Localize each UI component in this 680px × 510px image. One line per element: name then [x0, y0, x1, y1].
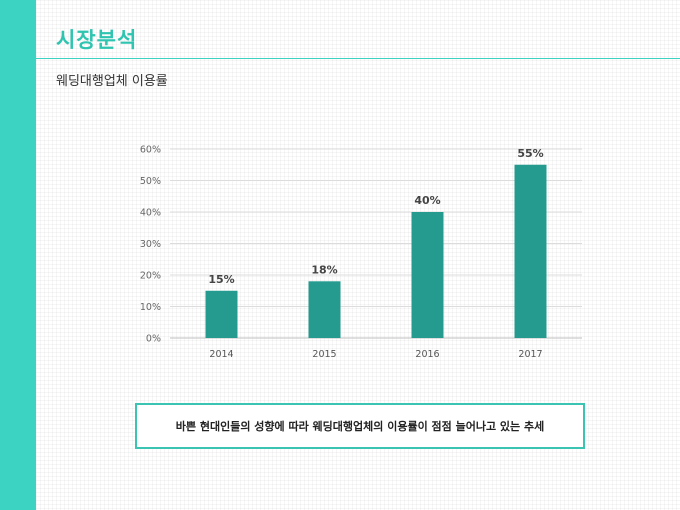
bar-chart: 0% 10% 20% 30% 40% 50% 60% 15% 2014 18% 2015 40% 201…	[140, 145, 582, 360]
y-tick-label: 0%	[146, 334, 161, 345]
x-tick-label: 2016	[415, 349, 439, 360]
y-tick-label: 10%	[140, 302, 161, 313]
x-tick-label: 2015	[312, 349, 336, 360]
y-tick-label: 50%	[140, 176, 161, 187]
title-divider	[36, 58, 680, 59]
bar	[411, 212, 444, 338]
bar	[205, 290, 238, 338]
summary-callout: 바쁜 현대인들의 성향에 따라 웨딩대행업체의 이용률이 점점 늘어나고 있는 …	[135, 403, 585, 449]
data-label: 15%	[208, 273, 234, 286]
bar	[308, 281, 341, 338]
page-title: 시장분석	[56, 28, 138, 52]
data-label: 40%	[414, 194, 440, 207]
y-tick-label: 30%	[140, 239, 161, 250]
sidebar-accent	[0, 0, 36, 510]
chart-subtitle: 웨딩대행업체 이용률	[56, 74, 168, 89]
bar	[514, 164, 547, 338]
summary-text: 바쁜 현대인들의 성향에 따라 웨딩대행업체의 이용률이 점점 늘어나고 있는 …	[175, 420, 545, 433]
x-tick-label: 2017	[518, 349, 542, 360]
y-tick-label: 40%	[140, 208, 161, 219]
y-tick-label: 20%	[140, 271, 161, 282]
data-label: 18%	[311, 263, 337, 276]
data-label: 55%	[517, 147, 543, 160]
x-tick-label: 2014	[209, 349, 233, 360]
y-tick-label: 60%	[140, 145, 161, 156]
